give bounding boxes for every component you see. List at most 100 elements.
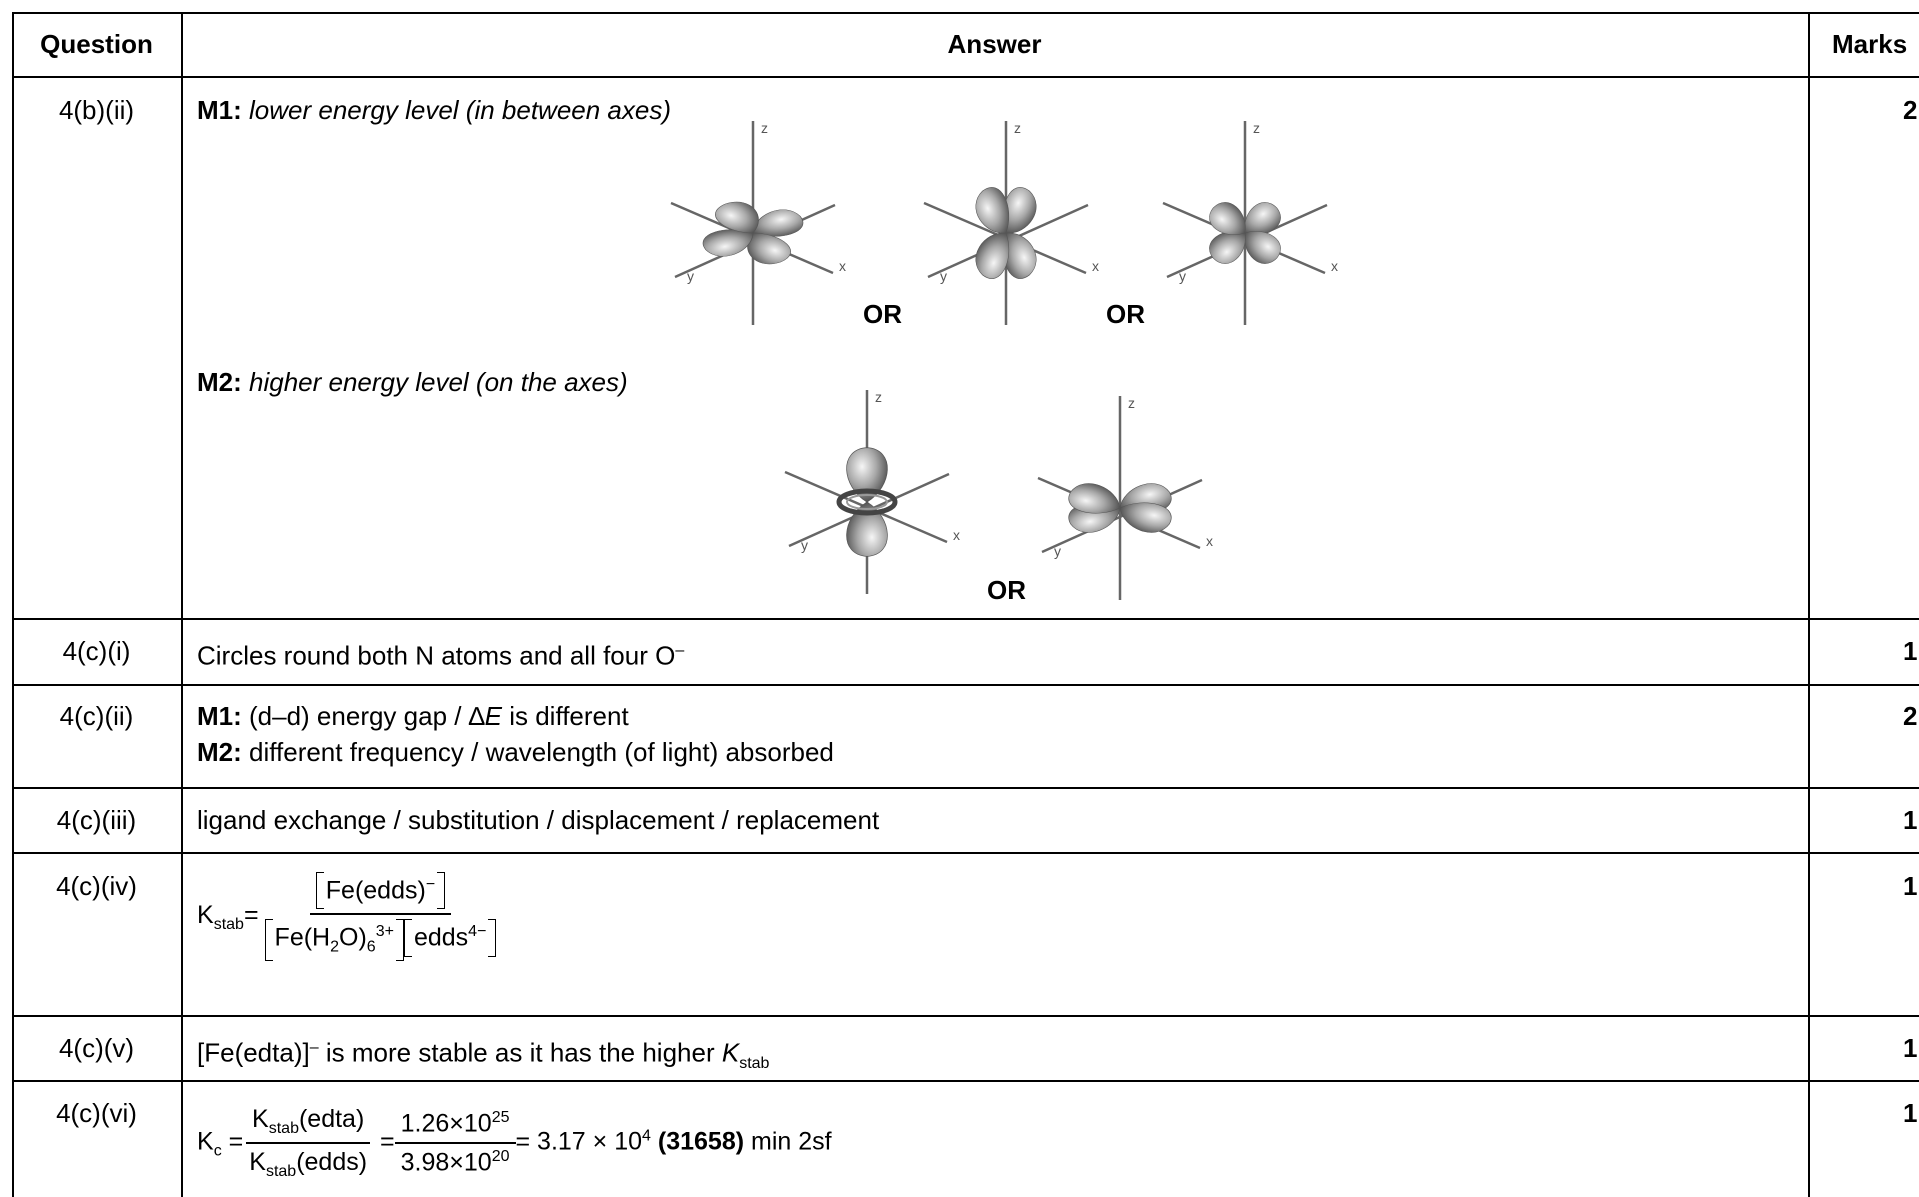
superscript: – [309,1039,319,1056]
question: 4(c)(iv) [56,871,137,901]
axis-label: x [1206,533,1213,549]
text: (edta) [298,1105,365,1133]
superscript: − [425,876,436,893]
question: 4(c)(i) [62,636,131,666]
bracket: edds4− [403,919,497,957]
axis-label: z [1014,120,1021,136]
column-border [181,12,183,1197]
marks: 1 [1903,636,1918,666]
axis-label: y [687,268,694,284]
header-marks: Marks [1832,29,1908,59]
text: different frequency / wavelength (of lig… [249,737,834,767]
operator: = [380,1127,395,1156]
marks: 1 [1903,1033,1918,1063]
orbital: z y x [783,388,960,596]
superscript: 20 [491,1148,510,1165]
numerator: Fe(edds)− [309,872,452,916]
label: M1: [197,701,242,731]
symbol: K [197,1127,214,1156]
row-border [12,787,1919,789]
axis-label: y [940,268,947,284]
subscript: stab [213,915,244,933]
marks: 2 [1903,95,1918,125]
answer: M1: lower energy level (in between axes) [197,94,671,126]
answer: M2: higher energy level (on the axes) [197,366,628,398]
row-border [12,1080,1919,1082]
marks: 1 [1903,871,1918,901]
axis-label: y [1179,268,1186,284]
text: Circles round both N atoms and all four … [197,640,676,671]
text: 1.26×10 [400,1109,492,1137]
answer: ligand exchange / substitution / displac… [197,805,880,835]
text: higher energy level (on the axes) [249,367,628,397]
row-border [12,852,1919,854]
row-border [12,1015,1919,1017]
bracket: Fe(edds)− [315,872,446,910]
text: [Fe(edta)] [197,1037,310,1068]
variable: E [484,701,502,731]
equation: Kc = Kstab(edta) Kstab(edds) = 1.26×1025 3.9… [197,1105,832,1181]
marks: 2 [1903,701,1918,731]
header-answer: Answer [947,29,1042,59]
operator: = [243,900,259,929]
symbol: K [249,1148,266,1176]
orbital: z y x [1161,119,1338,327]
header-question: Question [40,29,153,59]
question: 4(c)(iii) [56,805,137,835]
question: 4(c)(v) [58,1033,135,1063]
superscript: 4− [468,923,487,941]
numerator: Kstab(edta) [246,1105,371,1144]
fraction: Fe(edds)− Fe(H2O)63+ edds4− [259,872,503,961]
denominator: Fe(H2O)63+ edds4− [259,915,503,961]
or-label: OR [987,575,1026,605]
text: (31658) [657,1127,745,1156]
text: (d–d) energy gap / ∆ [249,701,485,731]
row-border [12,76,1919,78]
subscript: 6 [366,938,376,956]
subscript: 2 [330,938,340,956]
marks: 1 [1903,805,1918,835]
superscript: 4 [642,1127,651,1145]
text: is more stable as it has the higher [325,1037,715,1068]
bracket: Fe(H2O)63+ [264,919,405,961]
axis-label: z [1253,120,1260,136]
question: 4(b)(ii) [58,95,135,125]
operator: = [228,1127,244,1156]
text: = 3.17 × 10 [515,1127,643,1156]
symbol: K [721,1037,740,1068]
text: (edds) [296,1148,368,1176]
answer: M1: (d–d) energy gap / ∆E is different [197,700,629,732]
orbital: z y x [922,119,1099,327]
axis-label: x [839,258,846,274]
symbol: K [252,1105,269,1133]
axis-label: x [1092,258,1099,274]
text: lower energy level (in between axes) [249,95,672,125]
subscript: stab [739,1054,770,1072]
fraction: 1.26×1025 3.98×1020 [394,1108,516,1178]
denominator: 3.98×1020 [395,1144,516,1177]
or-label: OR [863,299,902,329]
symbol: K [197,900,214,929]
table-border [12,12,1919,14]
numerator: 1.26×1025 [394,1108,516,1144]
superscript: – [675,642,685,659]
equation: Kstab= Fe(edds)− Fe(H2O)63+ edds4− [197,872,502,961]
axis-label: x [953,527,960,543]
table-border [12,12,14,1197]
marks: 1 [1903,1098,1918,1128]
axis-label: y [1054,543,1061,559]
label: M2: [197,367,242,397]
label: M2: [197,737,242,767]
row-border [12,618,1919,620]
answer: [Fe(edta)]– is more stable as it has the… [197,1032,769,1080]
superscript: 25 [491,1108,510,1126]
text: Fe(H [274,923,331,952]
text: edds [413,923,469,952]
axis-label: x [1331,258,1338,274]
label: M1: [197,95,242,125]
axis-label: y [801,537,808,553]
question: 4(c)(ii) [59,701,134,731]
text: min 2sf [751,1127,832,1156]
